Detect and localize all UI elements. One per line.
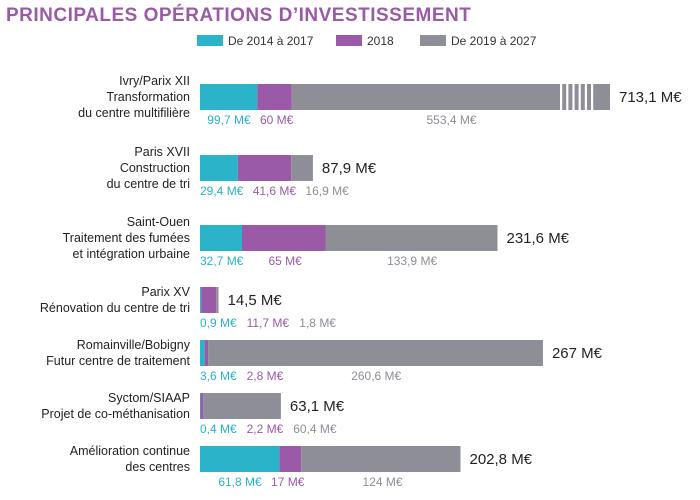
value-label-2: 124 M€ [363, 475, 403, 489]
total-label: 202,8 M€ [469, 451, 532, 468]
bar-segment-1 [201, 287, 217, 313]
category-label-line: et intégration urbaine [73, 247, 190, 261]
axis-break-mark [591, 84, 594, 110]
value-label-2: 16,9 M€ [305, 184, 349, 198]
bar-segment-2 [325, 225, 498, 251]
bar-segment-1 [242, 225, 326, 251]
value-label-2: 133,9 M€ [387, 254, 437, 268]
total-label: 14,5 M€ [227, 292, 282, 309]
category-label-line: des centres [125, 460, 190, 474]
bar-segment-2 [203, 393, 281, 419]
category-label-line: du centre multifilière [78, 106, 190, 120]
axis-break-mark [560, 84, 563, 110]
category-label-line: Construction [120, 161, 190, 175]
bar-row-6: Amélioration continue des centres 202,8 M€… [70, 444, 533, 489]
bar-row-4: Romainville/Bobigny Futur centre de trait… [46, 338, 602, 383]
legend-swatch-2 [420, 35, 446, 46]
bar-segment-0 [200, 393, 201, 419]
value-label-0: 0,4 M€ [200, 422, 237, 436]
category-label-line: Syctom/SIAAP [108, 391, 190, 405]
axis-break-mark [566, 84, 569, 110]
bar-segment-1 [237, 155, 292, 181]
bar-segment-0 [200, 155, 238, 181]
bar-row-3: Parix XV Rénovation du centre de tri 14,5 … [40, 285, 336, 330]
bar-segment-0 [200, 225, 243, 251]
total-label: 63,1 M€ [290, 398, 345, 415]
value-label-0: 99,7 M€ [207, 113, 251, 127]
category-label-line: Parix XV [141, 285, 190, 299]
legend-swatch-0 [197, 35, 223, 46]
value-label-2: 553,4 M€ [427, 113, 477, 127]
bar-segment-0 [200, 84, 258, 110]
value-label-0: 32,7 M€ [200, 254, 244, 268]
axis-break-mark [572, 84, 575, 110]
bar-segment-2 [301, 446, 461, 472]
value-label-1: 11,7 M€ [247, 316, 290, 330]
bar-row-5: Syctom/SIAAP Projet de co-méthanisation 63… [41, 391, 344, 436]
legend-label-0: De 2014 à 2017 [228, 34, 314, 48]
category-label-line: Romainville/Bobigny [77, 338, 191, 352]
total-label: 713,1 M€ [619, 89, 682, 106]
axis-break-mark [578, 84, 581, 110]
bar-segment-1 [279, 446, 302, 472]
category-label-line: Traitement des fumées [63, 231, 190, 245]
bar-segment-2 [216, 287, 219, 313]
value-label-0: 0,9 M€ [200, 316, 237, 330]
value-label-2: 260,6 M€ [351, 369, 401, 383]
category-label-line: Futur centre de traitement [46, 354, 190, 368]
bar-rows: Ivry/Parix XII Transformation du centre mu… [40, 74, 682, 489]
category-label-line: du centre de tri [107, 177, 190, 191]
total-label: 87,9 M€ [322, 160, 377, 177]
category-label-line: Paris XVII [134, 145, 190, 159]
bar-segment-2 [208, 340, 543, 366]
legend-swatch-1 [336, 35, 362, 46]
legend-label-1: 2018 [367, 34, 394, 48]
bar-segment-2 [291, 84, 610, 110]
bar-row-1: Paris XVII Construction du centre de tri 87… [107, 145, 377, 198]
category-label-line: Saint-Ouen [127, 215, 190, 229]
bar-segment-0 [200, 340, 205, 366]
legend: De 2014 à 2017 2018 De 2019 à 2027 [197, 34, 537, 48]
value-label-1: 2,8 M€ [247, 369, 284, 383]
chart-title: PRINCIPALES OPÉRATIONS D’INVESTISSEMENT [6, 4, 471, 26]
bar-row-0: Ivry/Parix XII Transformation du centre mu… [78, 74, 682, 127]
total-label: 267 M€ [552, 345, 603, 362]
value-label-1: 65 M€ [268, 254, 302, 268]
value-label-0: 3,6 M€ [200, 369, 237, 383]
category-label-line: Ivry/Parix XII [119, 74, 190, 88]
value-label-1: 41,6 M€ [253, 184, 297, 198]
category-label-line: Transformation [106, 90, 190, 104]
bar-row-2: Saint-Ouen Traitement des fumées et intégr… [63, 215, 570, 268]
value-label-1: 17 M€ [271, 475, 305, 489]
value-label-2: 60,4 M€ [293, 422, 337, 436]
value-label-2: 1,8 M€ [299, 316, 336, 330]
bar-segment-1 [200, 393, 204, 419]
axis-break-mark [584, 84, 587, 110]
category-label-line: Projet de co-méthanisation [41, 407, 190, 421]
category-label-line: Rénovation du centre de tri [40, 301, 190, 315]
value-label-0: 61,8 M€ [218, 475, 262, 489]
category-label-line: Amélioration continue [70, 444, 190, 458]
total-label: 231,6 M€ [506, 230, 569, 247]
bar-segment-1 [257, 84, 292, 110]
legend-label-2: De 2019 à 2027 [451, 34, 537, 48]
bar-segment-2 [291, 155, 313, 181]
bar-segment-0 [200, 287, 202, 313]
value-label-1: 2,2 M€ [247, 422, 284, 436]
value-label-0: 29,4 M€ [200, 184, 244, 198]
value-label-1: 60 M€ [260, 113, 294, 127]
bar-segment-1 [204, 340, 209, 366]
bar-segment-0 [200, 446, 280, 472]
